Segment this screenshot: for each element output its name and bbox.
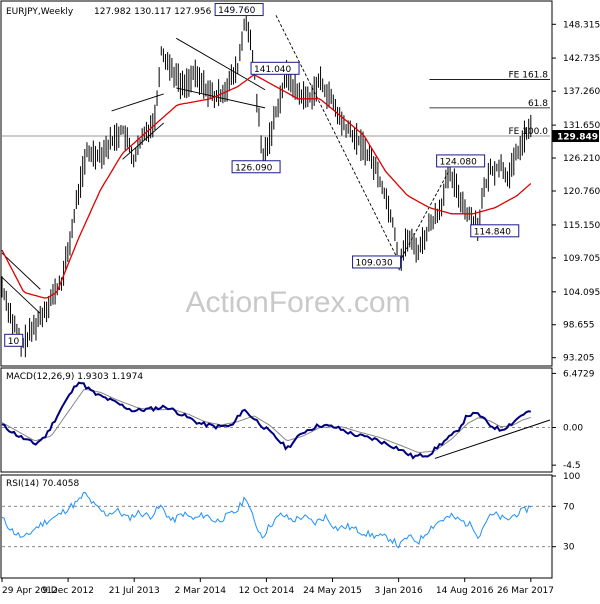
- price-annotation-label: 141.040: [254, 65, 291, 75]
- price-y-tick-label: 148.315: [563, 20, 600, 30]
- price-annotation-label: 109.030: [356, 258, 393, 268]
- macd-title: MACD(12,26,9) 1.9303 1.1974: [6, 372, 143, 382]
- price-y-tick-label: 109.705: [563, 254, 600, 264]
- x-tick-label: 12 Oct 2014: [239, 586, 295, 596]
- fib-level-label: 61.8: [528, 99, 548, 109]
- price-y-tick-label: 104.095: [563, 288, 600, 298]
- wedge-line: [122, 122, 164, 160]
- channel-line: [1, 252, 41, 290]
- x-tick-label: 14 Aug 2016: [436, 586, 494, 596]
- price-annotation-box: [4, 333, 24, 347]
- price-y-tick-label: 142.735: [563, 54, 600, 64]
- price-annotation-box: [214, 3, 264, 17]
- price-panel-ohlc: 127.982 130.117 127.956 129.849: [94, 7, 252, 17]
- price-y-tick-label: 93.205: [563, 354, 595, 364]
- x-tick-label: 3 Jan 2016: [374, 586, 422, 596]
- rsi-title: RSI(14) 70.4058: [6, 479, 79, 489]
- wedge-line: [176, 37, 266, 91]
- wedge-line: [111, 93, 164, 112]
- rsi-y-tick-label: 30: [563, 543, 575, 553]
- macd-line: [1, 381, 531, 460]
- x-tick-label: 26 Mar 2017: [497, 586, 554, 596]
- price-annotation-box: [250, 61, 300, 75]
- x-tick-label: 9 Dec 2012: [42, 586, 94, 596]
- rsi-y-tick-label: 70: [563, 502, 575, 512]
- price-y-tick-label: 126.210: [563, 154, 600, 164]
- rsi-panel: [0, 474, 553, 579]
- watermark: ActionForex.com: [185, 286, 410, 319]
- price-annotation-box: [436, 154, 486, 168]
- price-y-tick-label: 98.655: [563, 321, 595, 331]
- price-y-tick-label: 120.760: [563, 187, 600, 197]
- fib-level-label: FE 161.8: [509, 70, 549, 80]
- channel-line: [1, 276, 41, 314]
- macd-y-tick-label: 6.4729: [563, 369, 595, 379]
- moving-average-line: [1, 74, 532, 299]
- price-annotation-label: 149.760: [218, 6, 255, 16]
- price-annotation-label: 126.090: [235, 163, 272, 173]
- price-panel-symbol: EURJPY,Weekly: [6, 7, 74, 17]
- macd-trendline: [434, 419, 551, 459]
- price-y-tick-label: 137.260: [563, 87, 600, 97]
- last-price-box: [552, 130, 599, 143]
- macd-panel: [0, 367, 553, 473]
- price-annotation-label: 10: [8, 337, 20, 347]
- last-price-label: 129.849: [557, 133, 598, 143]
- x-tick-label: 21 Jul 2013: [109, 586, 160, 596]
- price-y-tick-label: 115.150: [563, 221, 600, 231]
- x-tick-label: 2 Mar 2014: [175, 586, 227, 596]
- rsi-line: [1, 491, 532, 549]
- price-y-tick-label: 131.650: [563, 121, 600, 131]
- macd-y-tick-label: -4.5: [563, 461, 581, 471]
- price-annotation-label: 114.840: [474, 227, 511, 237]
- x-tick-label: 29 Apr 2012: [2, 586, 58, 596]
- price-annotation-box: [231, 160, 281, 174]
- price-annotation-box: [470, 224, 520, 238]
- x-tick-label: 24 May 2015: [303, 586, 362, 596]
- dashed-projection: [275, 15, 400, 263]
- macd-y-tick-label: 0.00: [563, 424, 583, 434]
- price-annotation-box: [352, 255, 402, 269]
- rsi-y-tick-label: 100: [563, 472, 580, 482]
- price-annotation-label: 124.080: [440, 157, 477, 167]
